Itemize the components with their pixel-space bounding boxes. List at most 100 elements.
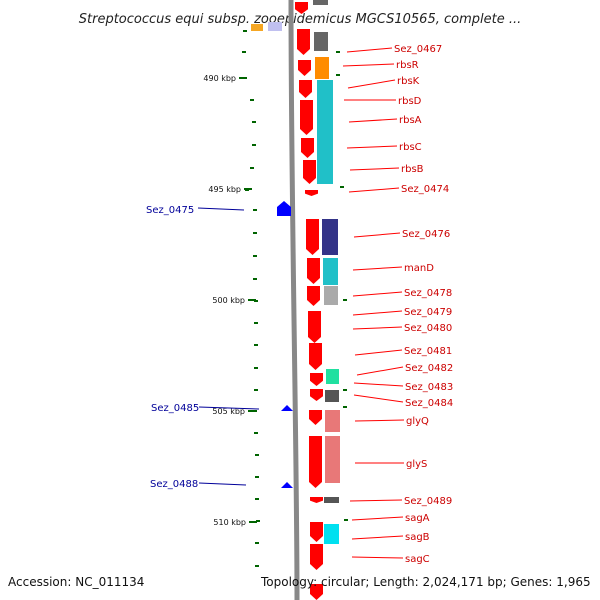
reverse-gene-label[interactable]: Sez_0485 xyxy=(151,403,199,414)
scale-tick xyxy=(254,322,258,324)
scale-tick xyxy=(255,542,259,544)
cog-box xyxy=(324,497,339,503)
forward-gene-label[interactable]: glyS xyxy=(406,459,427,470)
forward-gene-label[interactable]: rbsR xyxy=(396,60,419,71)
label-leader-line xyxy=(352,310,403,316)
cog-box xyxy=(325,410,340,432)
cog-box xyxy=(313,0,328,5)
scale-tick xyxy=(255,565,259,567)
scale-label: 510 kbp xyxy=(213,518,246,527)
scale-major-tick xyxy=(248,299,256,301)
forward-gene-label[interactable]: rbsB xyxy=(401,164,424,175)
forward-gene-label[interactable]: sagB xyxy=(405,532,430,543)
label-leader-line xyxy=(349,167,400,171)
forward-gene-arrow xyxy=(310,522,323,542)
scale-tick xyxy=(254,344,258,346)
forward-gene-label[interactable]: Sez_0483 xyxy=(405,382,453,393)
label-leader-line xyxy=(351,556,404,559)
forward-gene-label[interactable]: Sez_0480 xyxy=(404,323,452,334)
label-leader-line xyxy=(354,419,405,422)
label-leader-line xyxy=(198,406,260,410)
forward-gene-arrow xyxy=(310,497,323,503)
scale-tick xyxy=(252,144,256,146)
forward-gene-label[interactable]: Sez_0478 xyxy=(404,288,452,299)
forward-gene-arrow xyxy=(299,80,312,98)
scale-tick xyxy=(256,520,260,522)
label-leader-line xyxy=(352,266,403,271)
scale-label: 505 kbp xyxy=(212,407,245,416)
cog-box xyxy=(325,390,339,402)
forward-gene-label[interactable]: rbsC xyxy=(399,142,422,153)
cog-box xyxy=(325,436,340,483)
label-leader-line xyxy=(347,79,396,89)
scale-tick xyxy=(343,389,347,391)
label-leader-line xyxy=(352,326,403,330)
label-leader-line xyxy=(198,482,247,486)
scale-tick xyxy=(343,299,347,301)
forward-gene-label[interactable]: manD xyxy=(404,263,434,274)
forward-gene-label[interactable]: Sez_0467 xyxy=(394,44,442,55)
topology-label: Topology: circular; Length: 2,024,171 bp… xyxy=(260,575,591,589)
forward-gene-label[interactable]: Sez_0474 xyxy=(401,184,449,195)
scale-tick xyxy=(253,278,257,280)
forward-gene-label[interactable]: Sez_0476 xyxy=(402,229,450,240)
label-leader-line xyxy=(353,382,404,387)
reverse-gene-label[interactable]: Sez_0488 xyxy=(150,479,198,490)
forward-gene-label[interactable]: Sez_0479 xyxy=(404,307,452,318)
accession-label: Accession: NC_011134 xyxy=(8,575,144,589)
cog-box xyxy=(324,524,339,544)
forward-gene-arrow xyxy=(306,219,319,255)
forward-gene-arrow xyxy=(307,286,320,306)
cog-box xyxy=(268,22,282,31)
forward-gene-arrow xyxy=(307,258,320,284)
forward-gene-label[interactable]: rbsD xyxy=(398,96,422,107)
label-leader-line xyxy=(349,499,403,502)
label-leader-line xyxy=(353,232,401,238)
forward-gene-label[interactable]: glyQ xyxy=(406,416,429,427)
forward-gene-arrow xyxy=(297,29,310,55)
label-leader-line xyxy=(351,516,404,521)
scale-major-tick xyxy=(244,188,252,190)
forward-gene-arrow xyxy=(310,544,323,570)
label-leader-line xyxy=(346,47,393,53)
forward-gene-arrow xyxy=(300,100,313,135)
forward-gene-label[interactable]: sagC xyxy=(405,554,430,565)
reverse-gene-arrow xyxy=(281,405,293,411)
map-title: Streptococcus equi subsp. zooepidemicus … xyxy=(79,12,521,27)
forward-gene-label[interactable]: Sez_0482 xyxy=(405,363,453,374)
forward-gene-arrow xyxy=(309,436,322,488)
scale-tick xyxy=(336,51,340,53)
scale-tick xyxy=(250,99,254,101)
reverse-gene-label[interactable]: Sez_0475 xyxy=(146,205,194,216)
scale-major-tick xyxy=(239,77,247,79)
scale-tick xyxy=(255,454,259,456)
forward-gene-arrow xyxy=(303,160,316,184)
scale-tick xyxy=(254,367,258,369)
scale-tick xyxy=(254,389,258,391)
forward-gene-label[interactable]: Sez_0484 xyxy=(405,398,453,409)
scale-tick xyxy=(255,476,259,478)
scale-tick xyxy=(253,209,257,211)
scale-label: 500 kbp xyxy=(212,296,245,305)
cog-box xyxy=(315,57,329,79)
scale-tick xyxy=(336,74,340,76)
forward-gene-label[interactable]: Sez_0489 xyxy=(404,496,452,507)
cog-box xyxy=(323,258,338,285)
scale-tick xyxy=(242,51,246,53)
forward-gene-arrow xyxy=(298,60,311,76)
genome-backbone xyxy=(288,0,300,600)
reverse-gene-labels: Sez_0475 Sez_0485 Sez_0488 xyxy=(146,205,199,490)
cog-box xyxy=(314,32,328,51)
scale-tick xyxy=(253,232,257,234)
cog-box xyxy=(322,219,338,255)
scale-ticks xyxy=(241,30,348,567)
reverse-genes xyxy=(277,201,293,488)
forward-gene-arrow xyxy=(305,190,318,196)
forward-gene-label[interactable]: Sez_0481 xyxy=(404,346,452,357)
forward-gene-label[interactable]: sagA xyxy=(405,513,430,524)
forward-gene-label[interactable]: rbsA xyxy=(399,115,422,126)
forward-gene-label[interactable]: rbsK xyxy=(397,76,420,87)
label-leader-line xyxy=(346,145,398,149)
cog-box xyxy=(317,80,333,184)
